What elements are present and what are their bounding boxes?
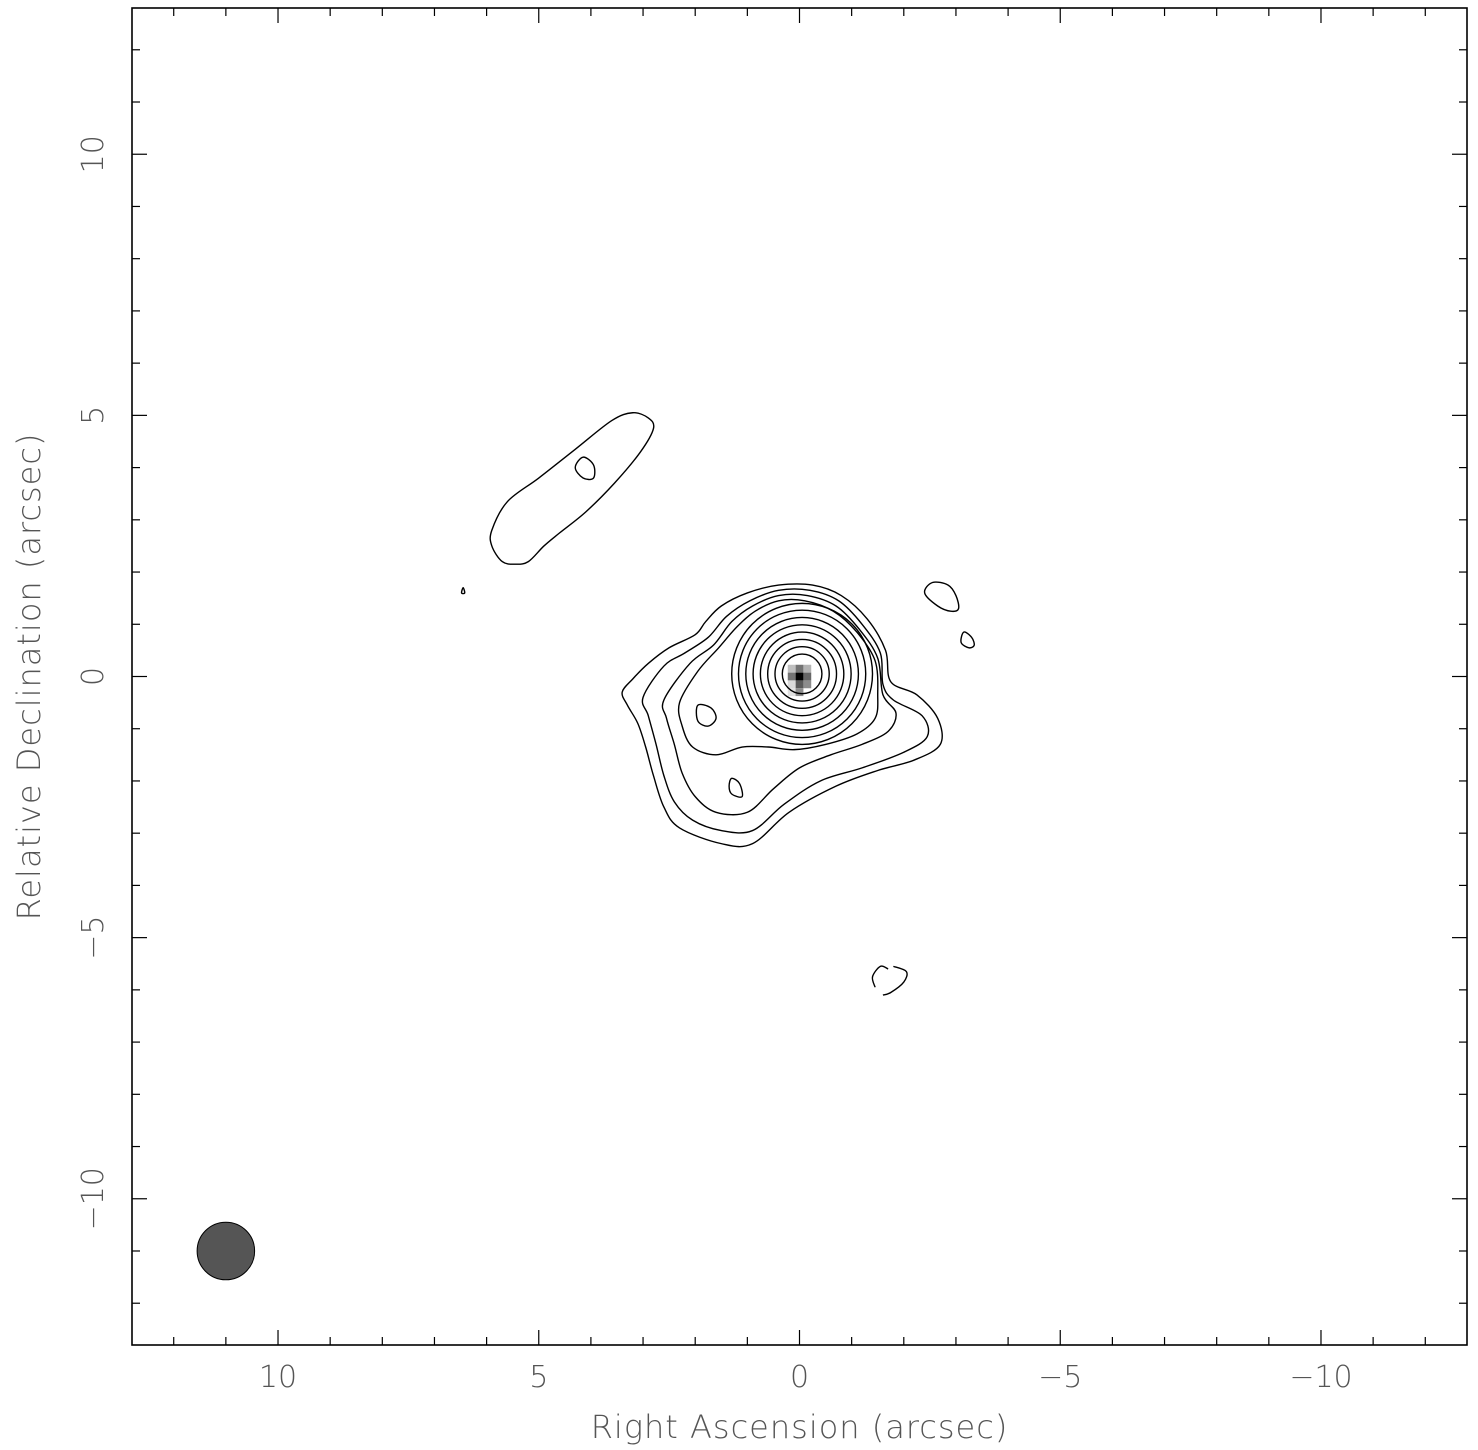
axis-ticks [132, 8, 1467, 1345]
y-tick-label: −5 [76, 916, 111, 960]
peak-pixel [795, 680, 804, 689]
peak-pixel [787, 672, 796, 681]
contour-island [923, 581, 960, 613]
y-tick-label: 0 [76, 667, 111, 686]
contour-line [641, 588, 930, 834]
peak-pixel [787, 680, 796, 689]
negative-contour [871, 965, 889, 988]
beam-shape [196, 1221, 256, 1281]
y-axis-label: Relative Declination (arcsec) [10, 433, 48, 921]
x-tick-label: 10 [259, 1360, 297, 1395]
peak-pixel [787, 688, 796, 697]
contour-line [731, 602, 874, 746]
contour-line [759, 631, 845, 717]
contour-island [728, 777, 744, 798]
peak-pixel [795, 664, 804, 673]
contour-island [695, 703, 717, 727]
peak-pixels [787, 664, 812, 697]
peak-pixel [795, 688, 804, 697]
y-tick-label: 10 [76, 135, 111, 173]
x-axis-label: Right Ascension (arcsec) [591, 1408, 1009, 1446]
contour-line [677, 598, 879, 756]
peak-pixel [787, 664, 796, 673]
contour-line [774, 646, 830, 702]
peak-pixel [803, 672, 812, 681]
tick-labels: 10 5 0 −5 −10 10 5 0 −5 −10 [76, 135, 1353, 1395]
peak-pixel [803, 680, 812, 689]
contour-line [745, 616, 860, 731]
x-tick-label: −5 [1038, 1360, 1082, 1395]
contour-island [489, 412, 655, 565]
y-tick-label: −10 [76, 1167, 111, 1230]
contour-island [574, 456, 596, 481]
beam-ellipse [196, 1221, 256, 1281]
contour-line [752, 624, 852, 724]
y-tick-label: 5 [76, 406, 111, 425]
x-tick-label: 0 [790, 1360, 809, 1395]
contour-line [766, 638, 838, 710]
x-tick-label: 5 [529, 1360, 548, 1395]
contour-line [661, 593, 897, 816]
contour-line [781, 653, 823, 695]
peak-pixel [803, 664, 812, 673]
contour-island [460, 587, 466, 595]
contour-lines [460, 412, 975, 996]
contour-island [960, 631, 975, 649]
negative-contour [882, 965, 908, 996]
contour-line [737, 609, 867, 739]
contour-line [621, 583, 943, 848]
x-tick-label: −10 [1289, 1360, 1352, 1395]
peak-pixel [795, 672, 804, 681]
